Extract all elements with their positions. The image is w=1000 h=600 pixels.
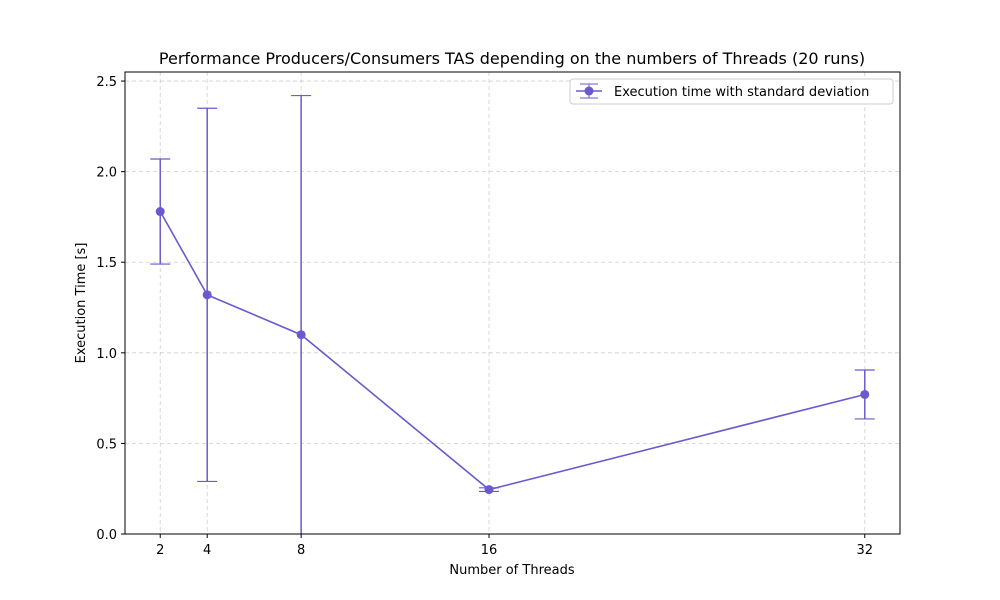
data-point: [296, 330, 306, 340]
y-tick-label: 0.5: [96, 437, 117, 452]
chart-title: Performance Producers/Consumers TAS depe…: [159, 49, 865, 68]
series-path: [159, 211, 865, 491]
y-tick-label: 2.5: [96, 75, 117, 90]
grid: [125, 72, 900, 535]
data-point: [484, 485, 494, 495]
legend: Execution time with standard deviation: [569, 78, 894, 105]
series-line: [159, 211, 865, 491]
x-tick-label: 32: [856, 543, 873, 558]
y-tick-label: 1.0: [96, 347, 117, 362]
y-tick-label: 2.0: [96, 166, 117, 181]
x-tick-label: 4: [203, 543, 211, 558]
y-ticks: 0.0 0.5 1.0 1.5 2.0 2.5: [96, 75, 125, 543]
error-bars: [150, 94, 875, 534]
x-tick-label: 16: [481, 543, 498, 558]
data-point: [860, 389, 870, 399]
x-ticks: 2 4 8 16 32: [156, 534, 873, 558]
plot-frame: [124, 71, 901, 535]
x-axis-label: Number of Threads: [449, 563, 574, 578]
legend-box: [569, 78, 894, 105]
y-tick-label: 0.0: [96, 528, 117, 543]
y-tick-label: 1.5: [96, 256, 117, 271]
x-tick-label: 8: [297, 543, 305, 558]
data-point: [202, 290, 212, 300]
data-point: [155, 207, 165, 217]
data-points: [155, 207, 870, 495]
legend-label: Execution time with standard deviation: [614, 85, 869, 100]
y-axis-label: Execution Time [s]: [74, 243, 89, 364]
legend-marker: [584, 86, 594, 96]
x-tick-label: 2: [156, 543, 164, 558]
